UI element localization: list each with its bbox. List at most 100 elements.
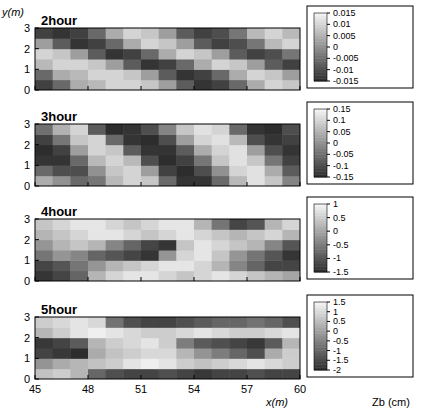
heat-cell: [123, 271, 141, 281]
heat-cell: [194, 338, 212, 349]
y-tick-label: 1: [24, 352, 30, 364]
heat-cell: [123, 250, 141, 261]
heat-cell: [35, 134, 53, 145]
heat-cell: [106, 69, 124, 80]
heat-cell: [159, 38, 177, 49]
heat-cell: [247, 369, 265, 379]
heat-cell: [194, 271, 212, 281]
colorbar-tick-label: -0.5: [333, 336, 349, 346]
colorbar-step: [314, 166, 327, 169]
heat-cell: [247, 28, 265, 39]
colorbar-tick: [327, 24, 330, 25]
heat-cell: [247, 69, 265, 80]
colorbar-step: [314, 302, 327, 305]
heat-cell: [159, 250, 177, 261]
colorbar-tick-label: -1.5: [333, 267, 349, 277]
y-tick: [35, 28, 39, 29]
x-tick: [141, 182, 142, 186]
heat-cell: [247, 165, 265, 176]
heat-cell: [35, 229, 53, 240]
heat-cell: [141, 250, 159, 261]
heat-cell: [282, 165, 300, 176]
heat-cell: [70, 229, 88, 240]
heat-cell: [106, 317, 124, 328]
heat-cell: [53, 271, 71, 281]
heat-cell: [159, 176, 177, 186]
colorbar-step: [314, 235, 327, 238]
colorbar-tick: [327, 360, 330, 361]
x-tick: [300, 182, 301, 186]
heat-cell: [88, 28, 106, 39]
heat-cell: [88, 260, 106, 271]
heat-cell: [123, 38, 141, 49]
heat-cell: [194, 124, 212, 135]
heat-cell: [194, 358, 212, 369]
heat-cell: [194, 240, 212, 251]
heat-cell: [159, 80, 177, 90]
heat-cell: [141, 165, 159, 176]
heat-cell: [159, 155, 177, 166]
heat-cell: [194, 69, 212, 80]
colorbar-tick: [327, 154, 330, 155]
colorbar-step: [314, 109, 327, 112]
heat-cell: [88, 124, 106, 135]
heat-cell: [70, 338, 88, 349]
heat-cell: [229, 348, 247, 359]
colorbar-tick-label: -1.5: [333, 355, 349, 365]
heat-cell: [229, 176, 247, 186]
heat-cell: [212, 327, 230, 338]
heat-cell: [176, 49, 194, 60]
x-tick: [194, 182, 195, 186]
heat-cell: [282, 219, 300, 230]
heat-cell: [212, 260, 230, 271]
x-tick: [300, 86, 301, 90]
colorbar-tick: [327, 131, 330, 132]
heat-cell: [229, 28, 247, 39]
heat-cell: [176, 59, 194, 70]
colorbar-tick: [327, 340, 330, 341]
heat-cell: [265, 80, 283, 90]
colorbar-tick: [327, 217, 330, 218]
colorbar-tick: [327, 321, 330, 322]
heat-cell: [176, 358, 194, 369]
heat-cell: [106, 260, 124, 271]
heat-cell: [53, 59, 71, 70]
heat-cell: [106, 49, 124, 60]
heat-cell: [88, 369, 106, 379]
heat-cell: [141, 28, 159, 39]
colorbar-step: [314, 244, 327, 247]
heat-cell: [141, 69, 159, 80]
colorbar-tick: [327, 370, 330, 371]
colorbar-step: [314, 218, 327, 221]
heat-cell: [35, 327, 53, 338]
heat-cell: [159, 271, 177, 281]
heat-cell: [88, 59, 106, 70]
colorbar-tick-label: 1.5: [333, 297, 346, 307]
heat-cell: [194, 327, 212, 338]
heat-cell: [212, 317, 230, 328]
y-tick-label: 1: [24, 254, 30, 266]
heat-cell: [176, 134, 194, 145]
heat-cell: [247, 240, 265, 251]
colorbar-tick-label: 0.05: [333, 127, 351, 137]
heat-cell: [247, 145, 265, 156]
colorbar-step: [314, 132, 327, 135]
heat-cell: [159, 338, 177, 349]
panel: 01233hour0.150.10.050-0.05-0.1-0.15: [24, 102, 413, 192]
heat-cell: [106, 124, 124, 135]
heat-cell: [70, 219, 88, 230]
heat-cell: [212, 271, 230, 281]
heat-cell: [70, 240, 88, 251]
heat-cell: [106, 271, 124, 281]
heat-cell: [194, 348, 212, 359]
heat-cell: [194, 28, 212, 39]
heat-cell: [53, 260, 71, 271]
x-tick: [88, 375, 89, 379]
heat-cell: [123, 124, 141, 135]
heat-cell: [106, 327, 124, 338]
heat-cell: [247, 229, 265, 240]
heat-cell: [212, 59, 230, 70]
heat-cell: [229, 49, 247, 60]
heat-cell: [247, 80, 265, 90]
x-tick: [35, 277, 36, 281]
